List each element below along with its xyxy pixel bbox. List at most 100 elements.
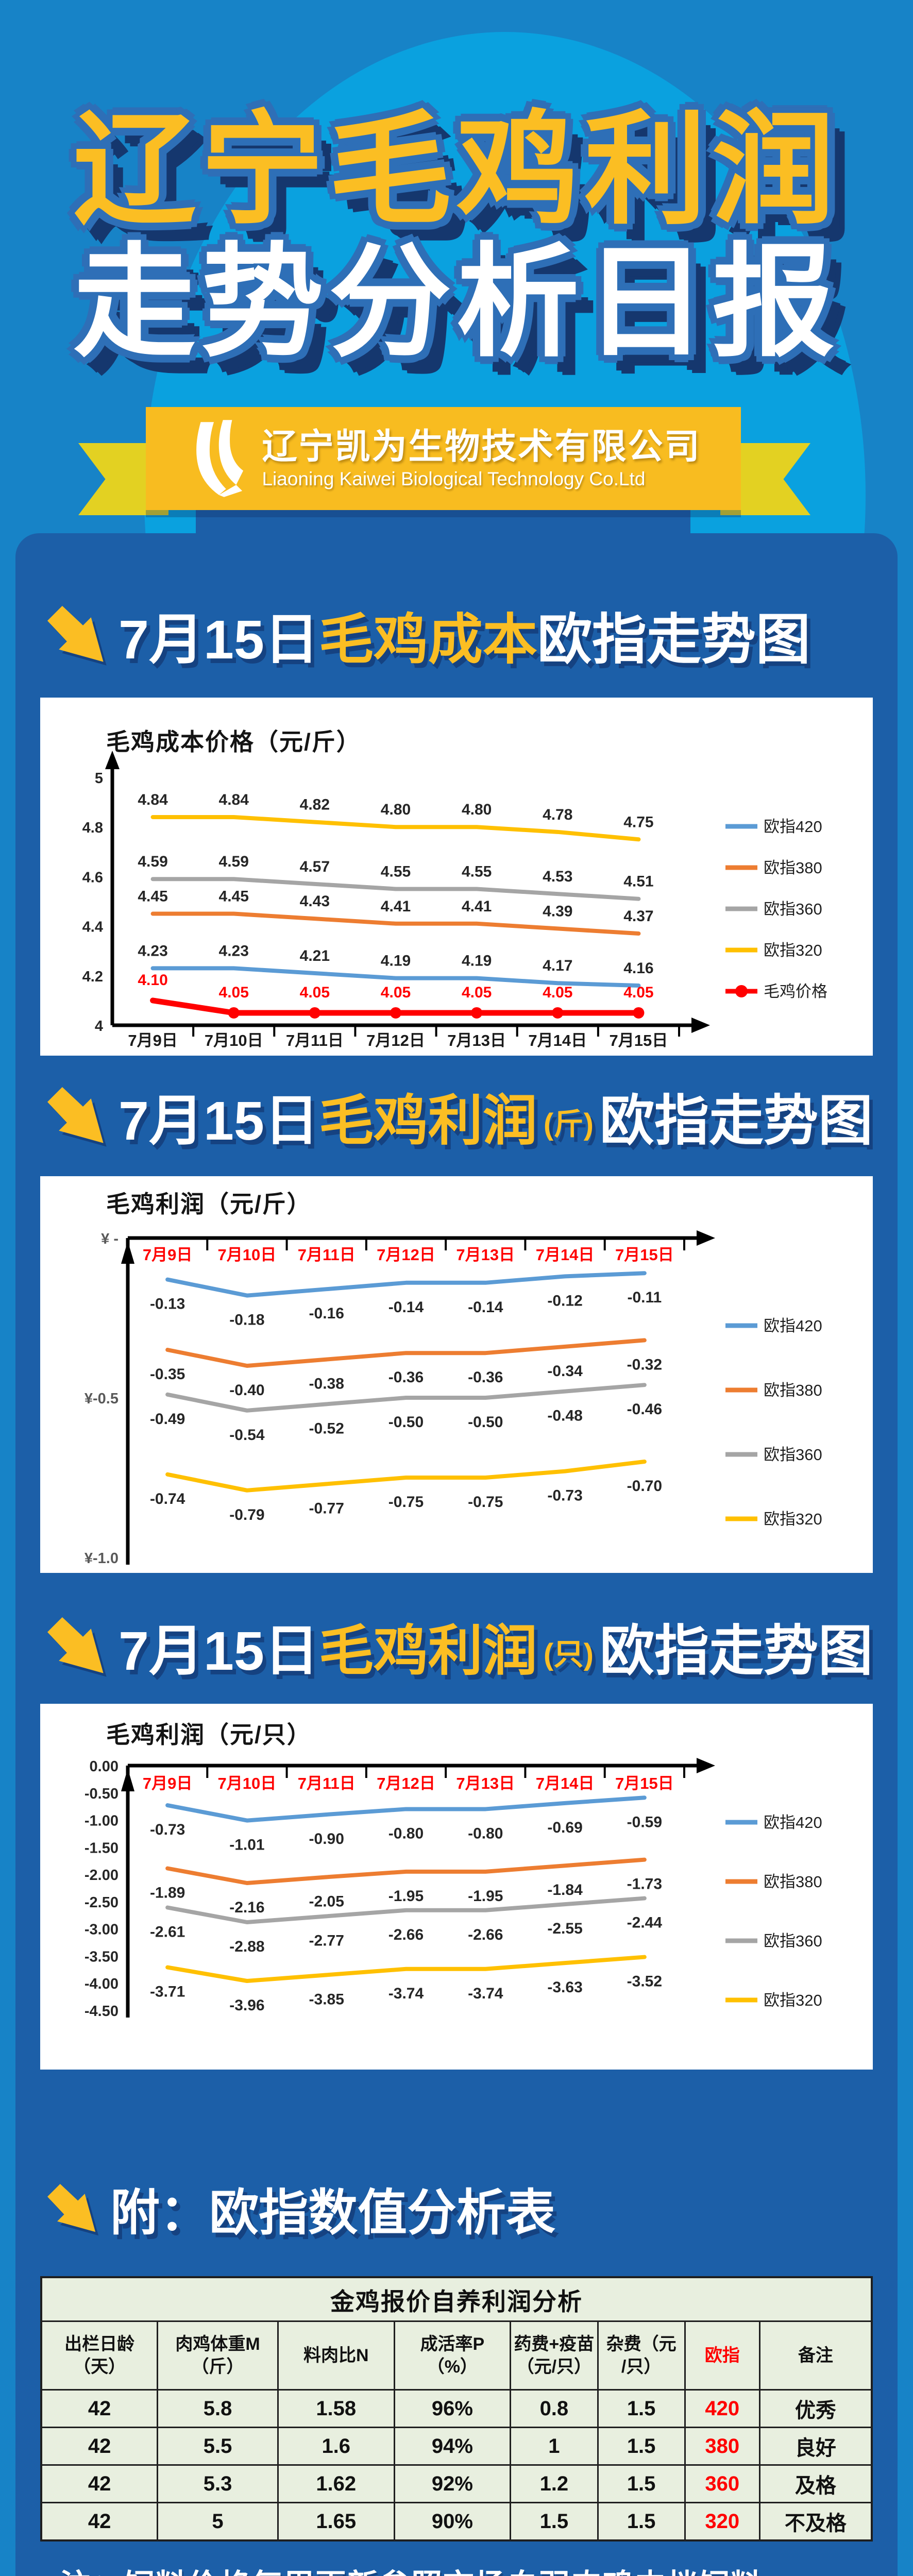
section-title: 7月15日毛鸡利润 (只) 欧指走势图 xyxy=(119,1606,873,1686)
table-row: 42 5 1.65 90% 1.5 1.5 320 不及格 xyxy=(40,2502,873,2541)
data-label: -3.52 xyxy=(627,1973,662,1990)
series-marker xyxy=(390,1007,401,1019)
x-axis-date-label: 7月12日 xyxy=(377,1246,435,1264)
data-label: -0.52 xyxy=(309,1420,344,1437)
section-title-part: 7月15日 xyxy=(119,1091,319,1151)
series-marker xyxy=(228,1007,240,1019)
legend-label: 欧指420 xyxy=(764,1317,822,1335)
x-axis-date-label: 7月9日 xyxy=(128,1031,177,1049)
data-label: 4.57 xyxy=(300,858,330,875)
x-axis-date-label: 7月10日 xyxy=(218,1246,277,1264)
data-label: 4.80 xyxy=(462,801,492,818)
data-label: 4.84 xyxy=(219,791,249,808)
y-axis-tick-label: ¥-1.0 xyxy=(84,1550,119,1567)
data-label: 4.45 xyxy=(219,888,249,905)
legend-label: 欧指420 xyxy=(764,818,822,836)
table-row: 42 5.8 1.58 96% 0.8 1.5 420 优秀 xyxy=(40,2389,873,2428)
y-axis-tick-label: -2.00 xyxy=(84,1867,119,1884)
profit-analysis-table: 金鸡报价自养利润分析 出栏日龄 （天） 肉鸡体重M （斤） 料肉比N 成活率P （%） 药费+疫… xyxy=(40,2276,873,2541)
data-label: -0.75 xyxy=(468,1494,503,1511)
y-axis-tick-label: 5 xyxy=(95,770,103,787)
data-label: 4.78 xyxy=(543,806,572,823)
data-label: 4.53 xyxy=(543,868,572,885)
table-cell: 420 xyxy=(684,2389,760,2428)
data-label: -2.16 xyxy=(229,1899,264,1916)
series-line-欧指320 xyxy=(165,1460,647,1493)
section-title-part: 7月15日 xyxy=(119,609,319,670)
x-axis-date-label: 7月13日 xyxy=(447,1031,506,1049)
data-label: -0.48 xyxy=(547,1408,582,1425)
section-title: 附：欧指数值分析表 xyxy=(110,2173,555,2244)
data-label: -1.01 xyxy=(229,1837,264,1854)
x-axis-date-label: 7月15日 xyxy=(610,1031,668,1049)
table-cell: 42 xyxy=(40,2389,159,2428)
section-title-part: 毛鸡成本 xyxy=(318,609,537,670)
table-cell: 1.5 xyxy=(597,2389,686,2428)
series-line-欧指320 xyxy=(150,815,641,842)
data-label: -0.38 xyxy=(309,1376,344,1393)
legend-label: 欧指360 xyxy=(764,900,822,918)
data-label: 4.17 xyxy=(543,957,572,974)
y-axis-tick-label: -4.00 xyxy=(84,1976,119,1992)
table-cell: 1.62 xyxy=(277,2464,395,2503)
y-axis-arrow xyxy=(105,751,120,769)
hero: 辽宁毛鸡利润 走势分析日报 辽宁凯为生物技术有限公司 Liaoning Kaiw… xyxy=(0,0,913,959)
y-axis-tick-label: 4 xyxy=(95,1018,103,1035)
data-label: 4.05 xyxy=(381,984,411,1001)
data-label: -2.44 xyxy=(627,1914,663,1931)
y-axis-tick-label: -3.00 xyxy=(84,1922,119,1938)
table-header-cell: 料肉比N xyxy=(277,2320,395,2391)
series-line-欧指420 xyxy=(165,1795,647,1823)
section-header-profit-jin: 7月15日毛鸡利润 (斤) 欧指走势图 xyxy=(47,1076,873,1156)
table-header-cell: 欧指 xyxy=(684,2320,760,2391)
arrow-down-right-icon xyxy=(47,606,104,662)
data-label: -0.50 xyxy=(468,1414,503,1431)
data-label: -2.61 xyxy=(150,1924,185,1941)
data-label: -0.11 xyxy=(627,1289,662,1306)
legend-label: 欧指360 xyxy=(764,1932,822,1950)
table-cell: 1.6 xyxy=(277,2427,395,2466)
chart-title: 毛鸡利润（元/只） xyxy=(106,1721,312,1748)
table-header-cell: 药费+疫苗 （元/只） xyxy=(510,2320,599,2391)
data-label: -2.05 xyxy=(309,1893,344,1910)
y-axis-tick-label: -1.50 xyxy=(84,1840,119,1856)
table-cell: 1.5 xyxy=(597,2464,686,2503)
data-label: 4.05 xyxy=(462,984,492,1001)
data-label: -0.74 xyxy=(150,1490,185,1507)
data-label: -3.74 xyxy=(468,1985,503,2002)
data-label: -0.70 xyxy=(627,1478,662,1495)
data-label: -0.90 xyxy=(309,1831,344,1848)
data-label: 4.82 xyxy=(300,796,330,814)
section-title: 7月15日毛鸡利润 (斤) 欧指走势图 xyxy=(119,1076,873,1156)
legend-label: 欧指380 xyxy=(764,1873,822,1891)
company-logo-icon xyxy=(196,420,244,497)
x-axis-arrow xyxy=(691,1018,710,1033)
x-axis-date-label: 7月15日 xyxy=(615,1774,674,1792)
data-label: -1.84 xyxy=(547,1882,583,1899)
x-axis-date-label: 7月14日 xyxy=(536,1774,595,1792)
data-label: -2.55 xyxy=(547,1920,582,1937)
y-axis-tick-label: 4.2 xyxy=(82,969,103,985)
table-cell: 1.58 xyxy=(277,2389,395,2428)
data-label: -2.66 xyxy=(468,1926,503,1943)
data-label: 4.43 xyxy=(300,893,330,910)
data-label: -0.36 xyxy=(388,1369,424,1386)
data-label: -0.69 xyxy=(547,1819,582,1836)
data-label: 4.41 xyxy=(462,898,492,915)
table-cell: 1.5 xyxy=(597,2427,686,2466)
main-title-line2: 走势分析日报 xyxy=(73,234,840,371)
legend-label: 欧指380 xyxy=(764,859,822,877)
table-header-cell: 肉鸡体重M （斤） xyxy=(157,2320,279,2391)
profit-per-bird-chart: 0.00 -0.50 -1.00 -1.50 -2.00 -2.50 -3.00 -3.50 -… xyxy=(84,1758,822,2020)
x-axis-date-label: 7月11日 xyxy=(298,1774,356,1792)
data-label: 4.05 xyxy=(219,984,249,1001)
x-axis-date-label: 7月14日 xyxy=(536,1246,595,1264)
data-label: -3.85 xyxy=(309,1991,344,2008)
data-label: -0.73 xyxy=(150,1821,185,1838)
data-label: 4.80 xyxy=(381,801,411,818)
legend-label: 欧指420 xyxy=(764,1814,822,1832)
data-label: -0.40 xyxy=(229,1382,264,1399)
y-axis-tick-label: -4.50 xyxy=(84,2003,119,2020)
data-label: -0.34 xyxy=(547,1363,583,1380)
